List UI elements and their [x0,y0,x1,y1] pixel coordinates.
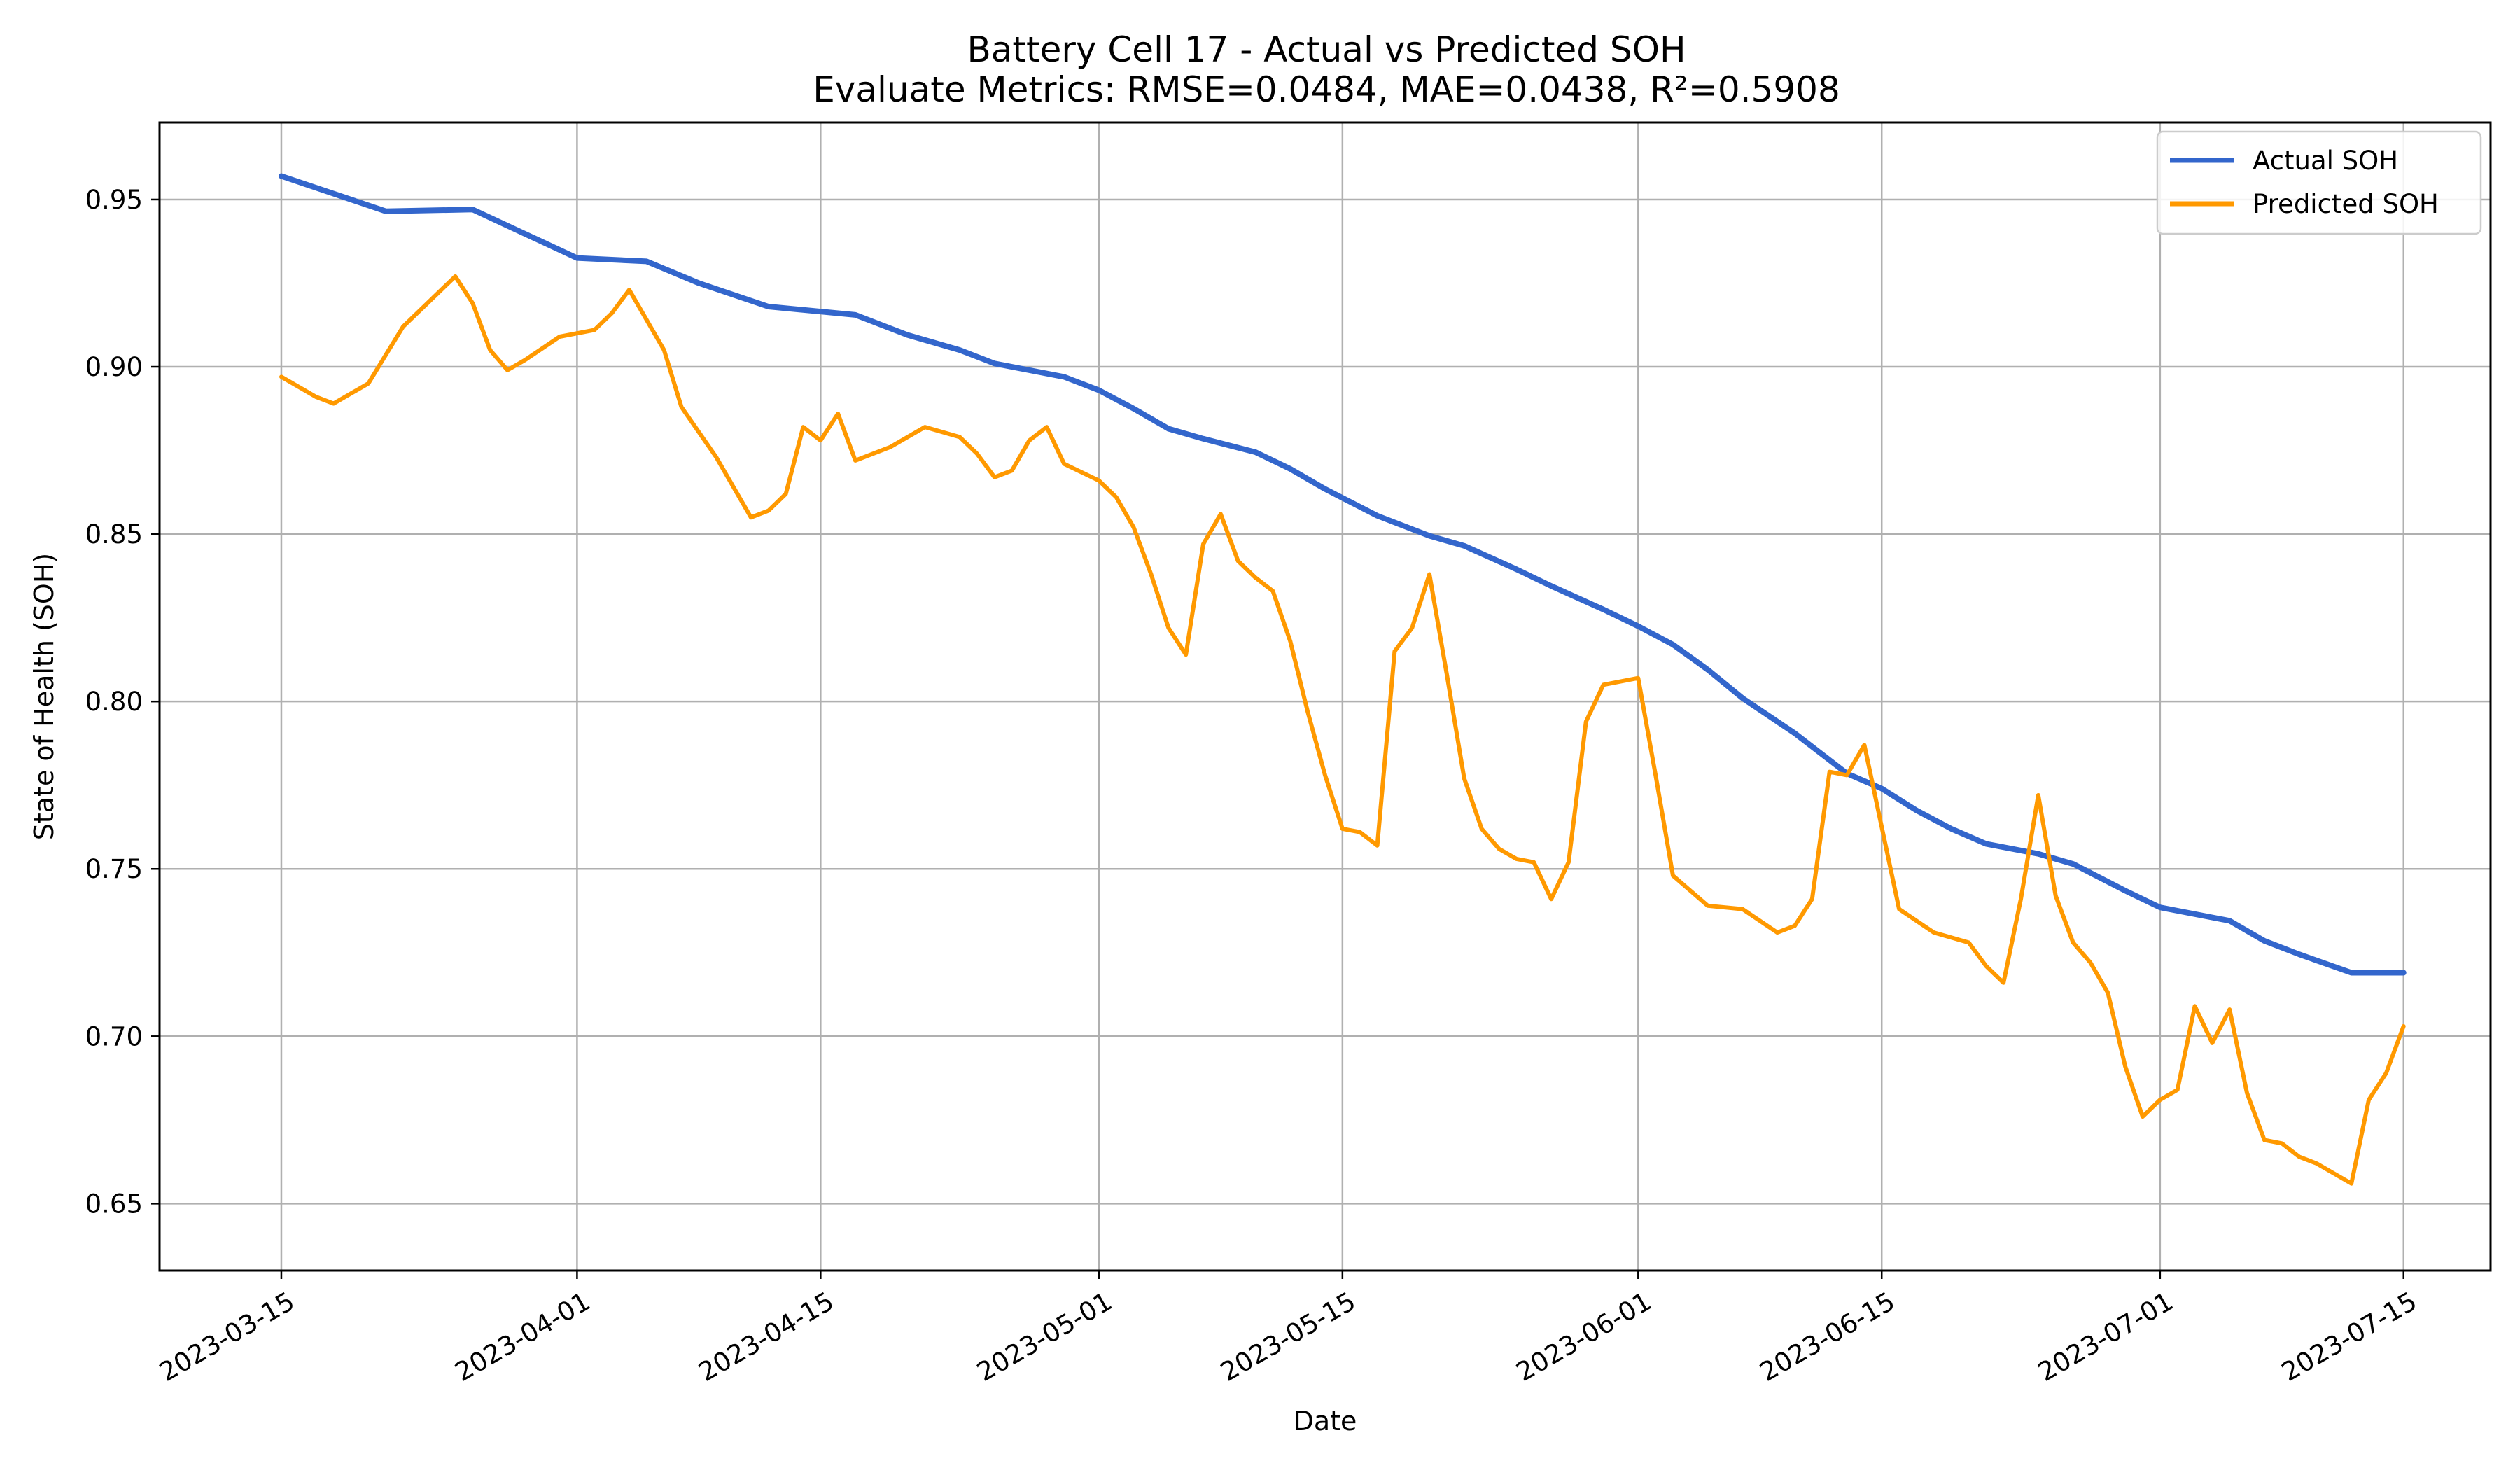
legend: Actual SOH Predicted SOH [2156,130,2482,235]
chart-title: Battery Cell 17 - Actual vs Predicted SO… [967,29,1686,70]
y-tick-label: 0.95 [85,185,143,215]
legend-box [2156,130,2482,235]
y-tick-label: 0.75 [85,854,143,884]
series-line-actual-soh [279,173,2407,976]
chart-subtitle: Evaluate Metrics: RMSE=0.0484, MAE=0.043… [813,69,1840,110]
legend-label-predicted-soh: Predicted SOH [2253,189,2439,219]
y-tick-label: 0.90 [85,352,143,382]
y-tick-label: 0.85 [85,519,143,550]
x-axis-label: Date [1294,1406,1357,1436]
grid [160,122,2491,1270]
series-lines [279,173,2407,1186]
y-tick-label: 0.80 [85,687,143,717]
y-tick-label: 0.70 [85,1021,143,1051]
plot-area-frame [158,121,2492,1272]
series-line-predicted-soh [279,274,2406,1186]
legend-label-actual-soh: Actual SOH [2253,146,2398,176]
y-axis-label: State of Health (SOH) [29,553,59,841]
y-tick-label: 0.65 [85,1189,143,1219]
